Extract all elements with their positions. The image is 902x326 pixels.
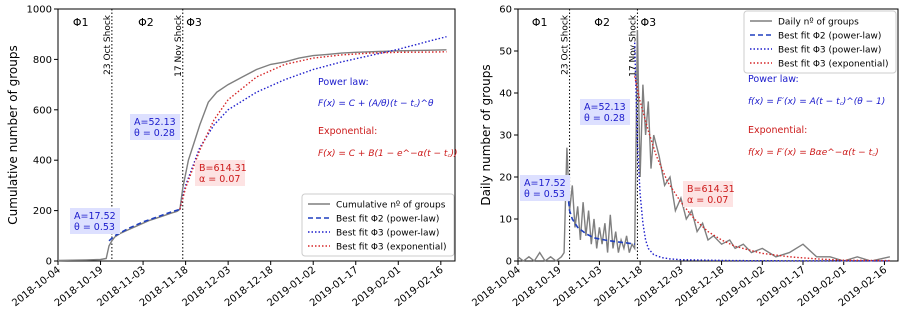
legend-entry: Daily nº of groups — [778, 18, 859, 28]
y-tick-label: 0 — [46, 257, 52, 268]
annotation-text: α = 0.07 — [199, 174, 240, 185]
annotation-box-bg — [683, 181, 733, 207]
y-tick-label: 60 — [499, 5, 512, 16]
chart-panel-1: 0 200 400 600 800 1000 Cumulative number of gr… — [6, 5, 458, 310]
annotation-text: A=52.13 — [584, 102, 626, 113]
shock-label: 23 Oct Shock — [561, 14, 571, 75]
plot-area — [57, 8, 456, 262]
series-line-2 — [566, 185, 635, 245]
phase-label: Φ1 — [73, 16, 89, 29]
legend: Daily nº of groups Best fit Φ2 (power-law… — [743, 10, 897, 74]
legend: Cumulative nº of groups Best fit Φ2 (powe… — [301, 193, 455, 257]
shock-label: 23 Oct Shock — [103, 14, 113, 75]
powerlaw-formula: F(x) = C + (A/θ)(t − t꜀)^θ — [318, 99, 434, 109]
annotation-text: B=614.31 — [687, 184, 735, 195]
annotation-box-bg — [520, 175, 570, 201]
phi2-fit-box: A=52.13θ = 0.28 — [580, 99, 630, 125]
phase-label: Φ3 — [640, 16, 656, 29]
y-tick-label: 400 — [33, 156, 52, 167]
annotation-box-bg — [580, 99, 630, 125]
annotation-text: θ = 0.28 — [134, 128, 175, 139]
phase-label: Φ2 — [594, 16, 610, 29]
y-tick-label: 200 — [33, 206, 52, 217]
shock-label: 17 Nov Shock — [628, 14, 638, 77]
y-tick-label: 1000 — [27, 5, 52, 16]
exp-title: Exponential: — [748, 125, 807, 136]
y-tick-label: 10 — [499, 215, 512, 226]
phi3-fit-box: B=614.31α = 0.07 — [195, 160, 247, 186]
phi2-fit-box: A=52.13θ = 0.28 — [130, 114, 180, 140]
legend-entry: Best fit Φ2 (power-law) — [336, 215, 439, 225]
exp-formula: F(x) = C + B(1 − e^−α(t − t꜀)) — [318, 149, 458, 159]
series-line-4 — [179, 51, 447, 210]
series-line-3 — [179, 36, 447, 210]
powerlaw-formula: f(x) = F′(x) = A(t − t꜀)^(θ − 1) — [748, 97, 885, 107]
annotation-text: θ = 0.53 — [524, 189, 565, 200]
legend-entry: Best fit Φ3 (power-law) — [778, 46, 881, 56]
exp-title: Exponential: — [318, 126, 377, 137]
annotation-text: A=52.13 — [134, 117, 176, 128]
legend-entry: Best fit Φ2 (power-law) — [778, 32, 881, 42]
y-tick-label: 0 — [506, 257, 512, 268]
annotation-box-bg — [130, 114, 180, 140]
y-axis-label: Cumulative number of groups — [6, 45, 20, 224]
phase-label: Φ2 — [138, 16, 154, 29]
series-line-4 — [634, 76, 890, 262]
annotation-text: θ = 0.28 — [584, 113, 625, 124]
annotation-text: A=17.52 — [524, 178, 566, 189]
powerlaw-title: Power law: — [748, 74, 799, 85]
legend-entry: Best fit Φ3 (exponential) — [336, 243, 446, 253]
phase-label: Φ3 — [186, 16, 202, 29]
exp-formula: f(x) = F′(x) = Bαe^−α(t − t꜀) — [748, 148, 879, 158]
legend-entry: Cumulative nº of groups — [336, 201, 446, 211]
legend-entry: Best fit Φ3 (exponential) — [778, 60, 888, 70]
annotation-text: B=614.31 — [199, 163, 247, 174]
annotation-text: A=17.52 — [74, 211, 116, 222]
phi1-fit-box: A=17.52θ = 0.53 — [520, 175, 570, 201]
y-tick-label: 30 — [499, 131, 512, 142]
y-tick-label: 40 — [499, 89, 512, 100]
annotation-text: α = 0.07 — [687, 195, 728, 206]
phi3-fit-box: B=614.31α = 0.07 — [683, 181, 735, 207]
legend-frame — [743, 10, 897, 74]
y-tick-label: 20 — [499, 173, 512, 184]
phi1-fit-box: A=17.52θ = 0.53 — [70, 208, 120, 234]
legend-frame — [301, 193, 455, 257]
shock-label: 17 Nov Shock — [174, 14, 184, 77]
legend-entry: Best fit Φ3 (power-law) — [336, 229, 439, 239]
powerlaw-title: Power law: — [318, 77, 369, 88]
series-line-1 — [517, 29, 891, 263]
annotation-box-bg — [70, 208, 120, 234]
y-tick-label: 600 — [33, 105, 52, 116]
y-axis-label: Daily number of groups — [479, 64, 493, 205]
y-tick-label: 50 — [499, 47, 512, 58]
annotation-text: θ = 0.53 — [74, 222, 115, 233]
series-line-1 — [57, 49, 447, 262]
y-tick-label: 800 — [33, 55, 52, 66]
annotation-box-bg — [195, 160, 245, 186]
phase-label: Φ1 — [532, 16, 548, 29]
